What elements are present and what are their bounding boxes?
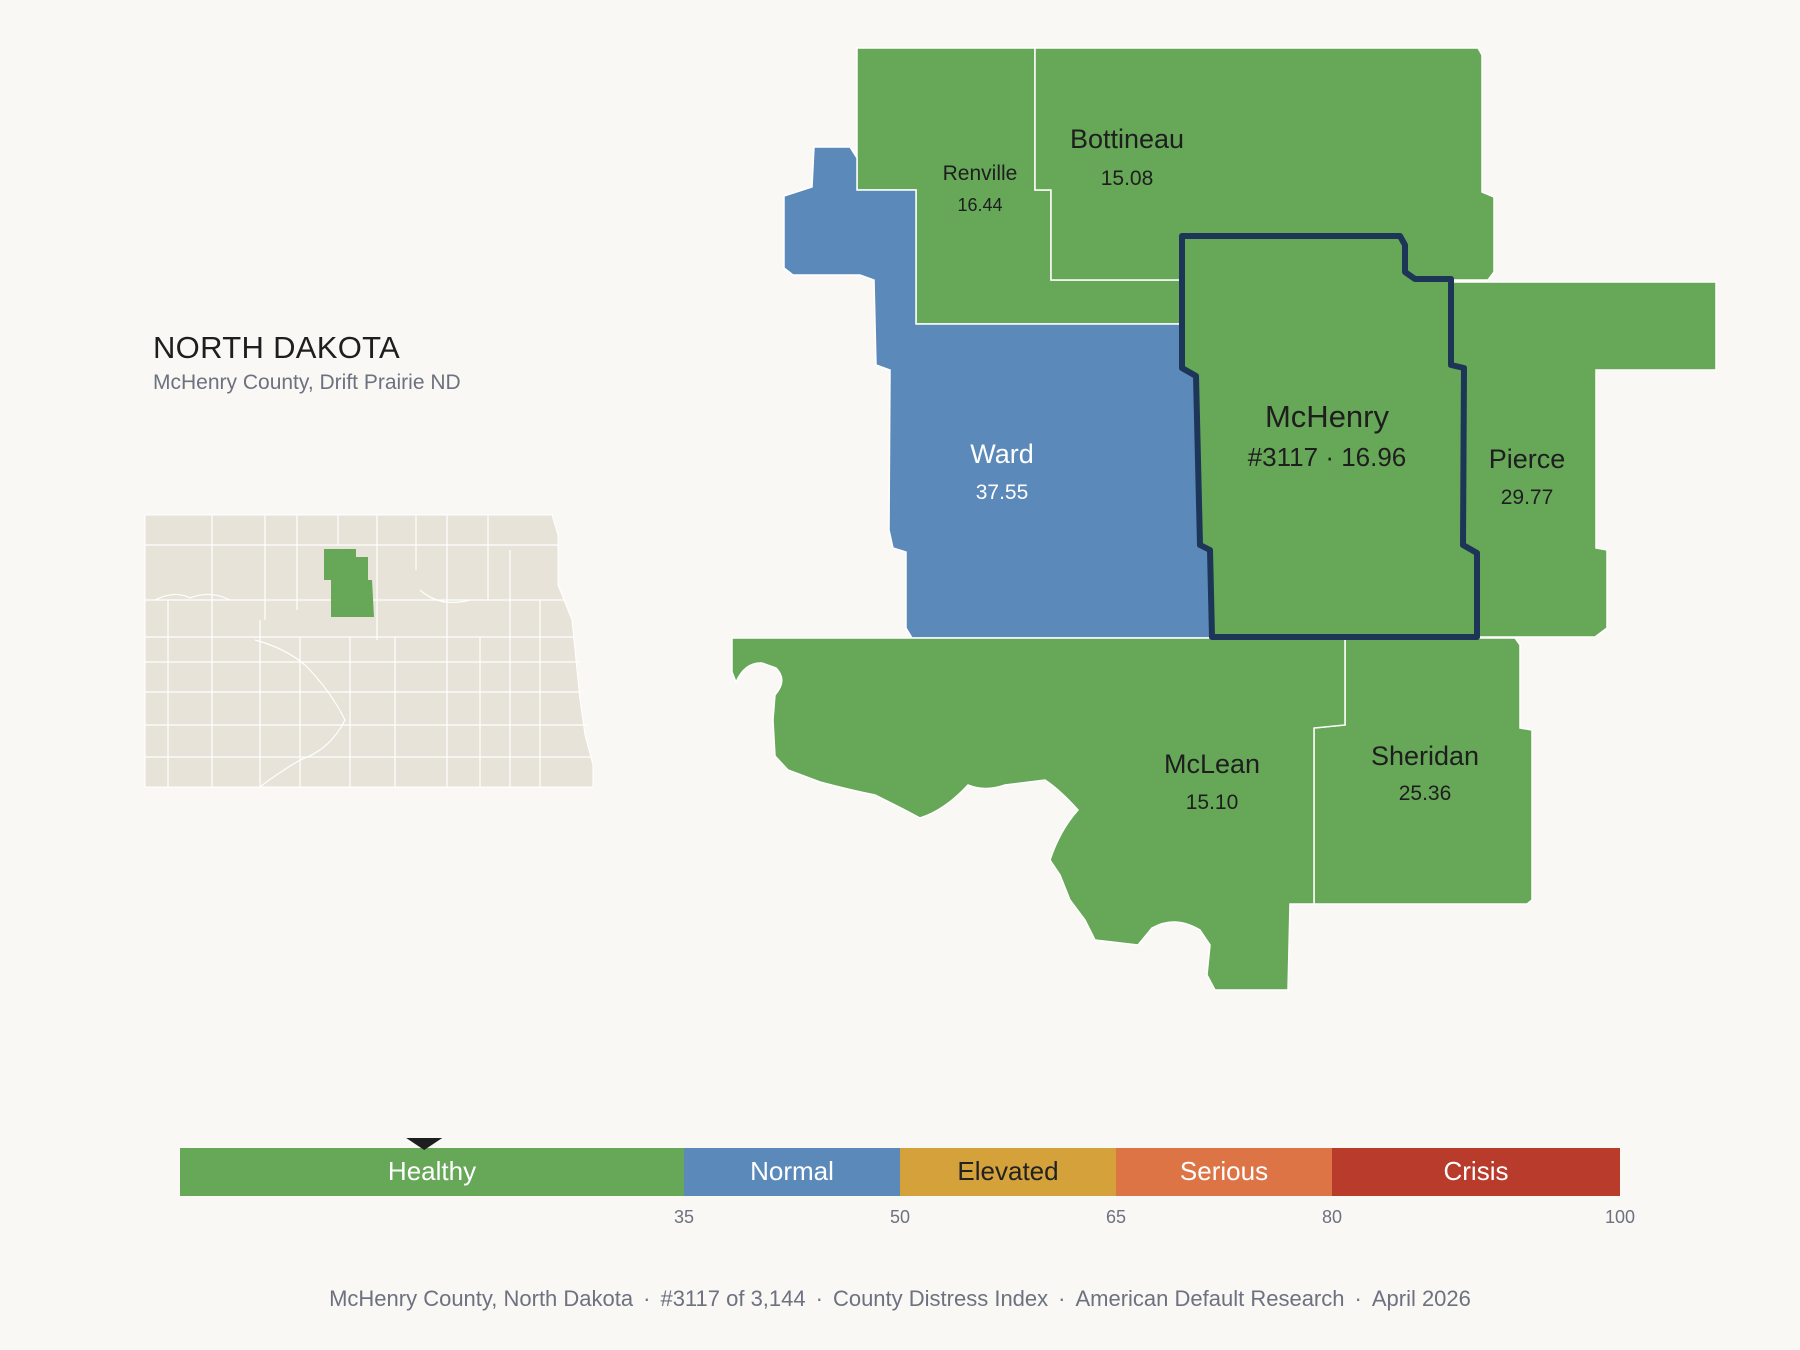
footer-separator: · xyxy=(815,1286,823,1311)
county-labels: Renville 16.44 Bottineau 15.08 Ward 37.5… xyxy=(943,124,1566,814)
label-ward-name: Ward xyxy=(970,439,1034,469)
legend-segment-healthy xyxy=(180,1148,684,1196)
legend-tick-50: 50 xyxy=(890,1207,910,1227)
legend-label-serious: Serious xyxy=(1180,1156,1268,1186)
footer: McHenry County, North Dakota · #3117 of 3,… xyxy=(0,1286,1800,1312)
legend-segment-normal xyxy=(684,1148,900,1196)
legend-tick-100: 100 xyxy=(1605,1207,1635,1227)
label-renville-score: 16.44 xyxy=(957,195,1002,215)
inset-county-lines xyxy=(145,515,593,788)
label-mchenry-name: McHenry xyxy=(1265,399,1390,434)
footer-date: April 2026 xyxy=(1371,1286,1471,1311)
legend-tick-65: 65 xyxy=(1106,1207,1126,1227)
label-pierce-score: 29.77 xyxy=(1501,486,1554,509)
label-mclean-score: 15.10 xyxy=(1186,791,1239,814)
legend-segment-elevated xyxy=(900,1148,1116,1196)
footer-county: McHenry County, North Dakota xyxy=(329,1286,634,1311)
county-ward[interactable] xyxy=(783,146,1213,639)
label-renville-name: Renville xyxy=(943,162,1018,185)
footer-separator: · xyxy=(1354,1286,1362,1311)
inset-mchenry-highlight xyxy=(324,549,374,617)
legend-segment-serious xyxy=(1116,1148,1332,1196)
legend-tick-35: 35 xyxy=(674,1207,694,1227)
label-bottineau-score: 15.08 xyxy=(1101,167,1154,190)
inset-state-shape xyxy=(144,514,594,788)
legend-county-marker xyxy=(406,1138,443,1150)
label-bottineau-name: Bottineau xyxy=(1070,124,1184,154)
county-subtitle: McHenry County, Drift Prairie ND xyxy=(153,371,461,394)
county-sheridan[interactable] xyxy=(1313,637,1533,905)
footer-rank: #3117 of 3,144 xyxy=(660,1286,806,1311)
footer-separator: · xyxy=(1058,1286,1066,1311)
legend-label-normal: Normal xyxy=(750,1156,834,1186)
legend-label-healthy: Healthy xyxy=(388,1156,476,1186)
legend-tick-80: 80 xyxy=(1322,1207,1342,1227)
label-mchenry-rank-score: #3117 · 16.96 xyxy=(1248,442,1407,472)
distress-legend: Healthy Normal Elevated Serious Crisis 35 50 65… xyxy=(180,1138,1635,1227)
state-title: NORTH DAKOTA xyxy=(153,330,401,365)
label-sheridan-score: 25.36 xyxy=(1399,782,1452,805)
footer-separator: · xyxy=(643,1286,651,1311)
label-pierce-name: Pierce xyxy=(1489,444,1566,474)
county-mchenry[interactable] xyxy=(1179,233,1480,640)
inset-map xyxy=(144,514,594,788)
county-bottineau[interactable] xyxy=(1034,47,1495,281)
label-mclean-name: McLean xyxy=(1164,749,1260,779)
legend-segment-crisis xyxy=(1332,1148,1620,1196)
label-ward-score: 37.55 xyxy=(976,481,1029,504)
footer-source: American Default Research xyxy=(1075,1286,1345,1311)
footer-index: County Distress Index xyxy=(832,1286,1049,1311)
county-mclean[interactable] xyxy=(731,637,1346,991)
legend-label-crisis: Crisis xyxy=(1444,1156,1509,1186)
label-sheridan-name: Sheridan xyxy=(1371,741,1479,771)
legend-label-elevated: Elevated xyxy=(957,1156,1058,1186)
